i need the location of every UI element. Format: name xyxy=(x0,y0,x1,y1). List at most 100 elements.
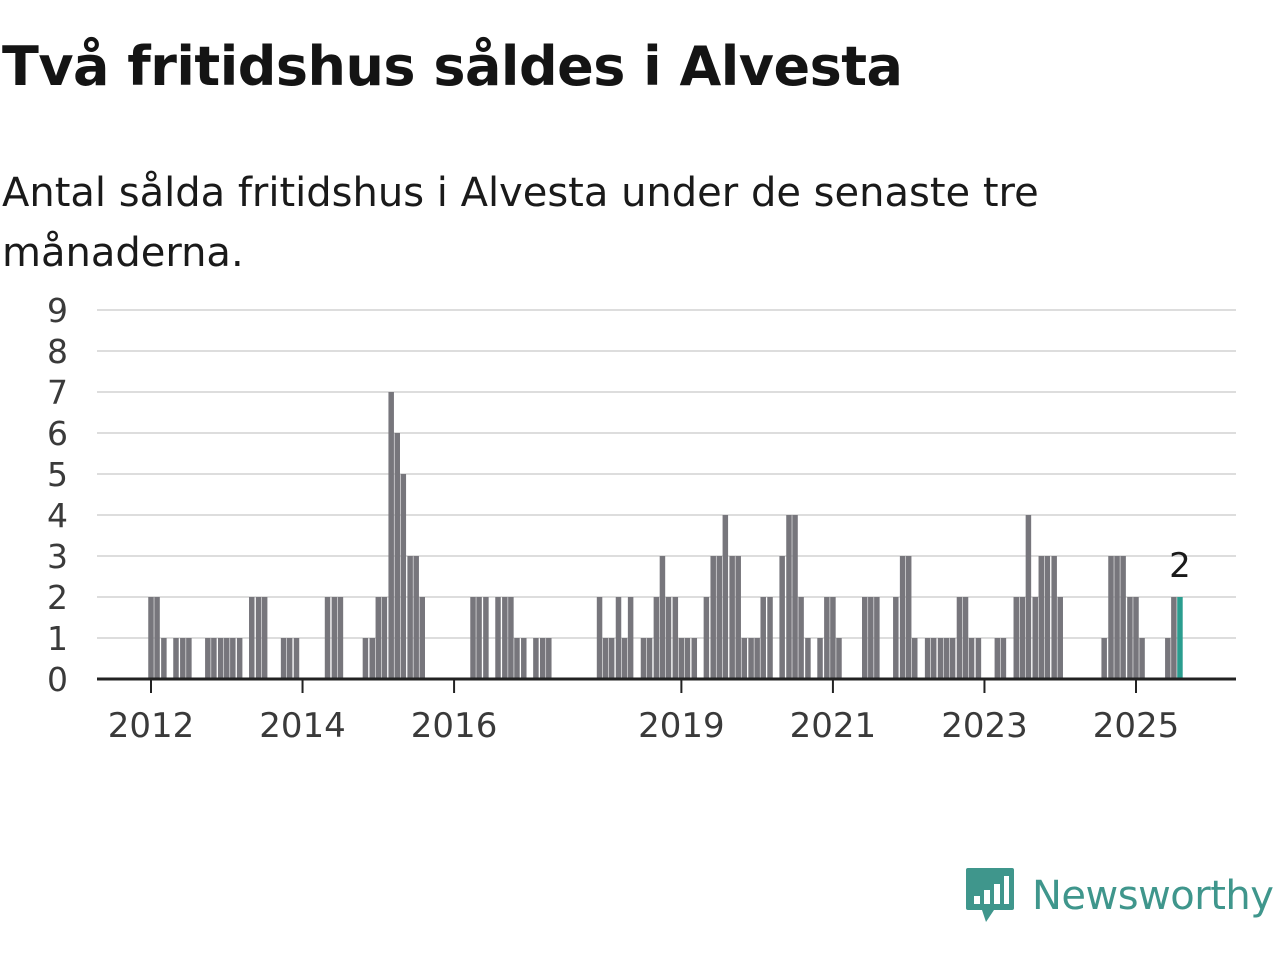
bar xyxy=(924,638,931,679)
bar xyxy=(546,638,552,679)
bar xyxy=(1051,556,1057,679)
bar xyxy=(930,638,937,679)
bar xyxy=(741,638,748,679)
bar xyxy=(362,638,369,679)
brand-name: Newsworthy xyxy=(1032,873,1274,919)
bar xyxy=(419,597,425,679)
bar xyxy=(293,638,300,679)
bar xyxy=(912,638,918,679)
y-tick-label: 0 xyxy=(47,660,68,699)
bar-highlight xyxy=(1177,597,1183,679)
bar xyxy=(230,638,236,679)
bar xyxy=(369,638,375,679)
bar xyxy=(1114,556,1120,679)
chart-title: Två fritidshus såldes i Alvesta xyxy=(2,35,903,98)
bar xyxy=(659,556,666,679)
bar xyxy=(786,515,792,679)
bar xyxy=(236,638,243,679)
bar xyxy=(180,638,186,679)
bar xyxy=(608,638,615,679)
bar xyxy=(1019,597,1026,679)
bar xyxy=(899,556,906,679)
bar xyxy=(337,597,344,679)
bar xyxy=(1165,638,1171,679)
x-tick-label: 2025 xyxy=(1093,706,1180,746)
y-tick-label: 5 xyxy=(47,455,68,494)
bar xyxy=(678,638,685,679)
x-tick-label: 2012 xyxy=(108,706,195,746)
bar xyxy=(862,597,868,679)
bar xyxy=(975,638,982,679)
bar xyxy=(1025,515,1032,679)
bar xyxy=(1171,597,1177,679)
bar xyxy=(710,556,716,679)
newsworthy-logo: Newsworthy xyxy=(964,866,1274,926)
bar xyxy=(722,515,729,679)
bar xyxy=(779,556,785,679)
y-tick-label: 4 xyxy=(47,496,68,535)
x-tick-label: 2019 xyxy=(638,706,725,746)
bar xyxy=(615,597,622,679)
bar xyxy=(161,638,167,679)
bar xyxy=(905,556,912,679)
bar xyxy=(868,597,874,679)
bar xyxy=(874,597,880,679)
bar xyxy=(470,597,476,679)
bar xyxy=(502,597,508,679)
y-tick-label: 9 xyxy=(47,291,68,330)
bar xyxy=(729,556,735,679)
bar xyxy=(381,597,388,679)
bar xyxy=(1101,638,1107,679)
bar xyxy=(205,638,211,679)
bar xyxy=(1000,638,1007,679)
bar xyxy=(1013,597,1020,679)
bar xyxy=(1120,556,1126,679)
bar xyxy=(754,638,760,679)
bar xyxy=(255,597,262,679)
x-tick-label: 2023 xyxy=(941,706,1028,746)
y-tick-label: 3 xyxy=(47,537,68,576)
bar xyxy=(824,597,830,679)
bar xyxy=(1057,597,1063,679)
bar xyxy=(760,597,766,679)
bar xyxy=(665,597,672,679)
chart-subtitle: Antal sålda fritidshus i Alvesta under d… xyxy=(2,170,1039,276)
chat-bars-icon xyxy=(966,868,1014,922)
bar xyxy=(1108,556,1114,679)
annotations: 2 xyxy=(1169,546,1191,586)
bar xyxy=(286,638,293,679)
bar xyxy=(640,638,647,679)
bar xyxy=(830,597,836,679)
bar xyxy=(148,597,154,679)
grid-lines xyxy=(97,309,1236,639)
bar xyxy=(1139,638,1145,679)
bar xyxy=(217,638,224,679)
y-tick-label: 2 xyxy=(47,578,68,617)
bar xyxy=(521,638,527,679)
bar xyxy=(394,433,400,679)
bar xyxy=(476,597,482,679)
bar xyxy=(154,597,160,679)
bar xyxy=(956,597,963,679)
y-tick-label: 7 xyxy=(47,373,68,412)
x-tick-label: 2021 xyxy=(790,706,877,746)
bar xyxy=(836,638,842,679)
bar xyxy=(400,474,407,679)
bar xyxy=(596,597,603,679)
bar xyxy=(602,638,609,679)
bar xyxy=(1133,597,1139,679)
bar xyxy=(627,597,634,679)
bar xyxy=(331,597,338,679)
bar xyxy=(817,638,823,679)
bar xyxy=(249,597,255,679)
bar xyxy=(483,597,489,679)
bar xyxy=(621,638,628,679)
bar xyxy=(893,597,899,679)
y-tick-label: 8 xyxy=(47,332,68,371)
bars xyxy=(148,392,1183,679)
bar xyxy=(767,597,773,679)
bar xyxy=(324,597,331,679)
bar xyxy=(994,638,1001,679)
bar xyxy=(962,597,969,679)
